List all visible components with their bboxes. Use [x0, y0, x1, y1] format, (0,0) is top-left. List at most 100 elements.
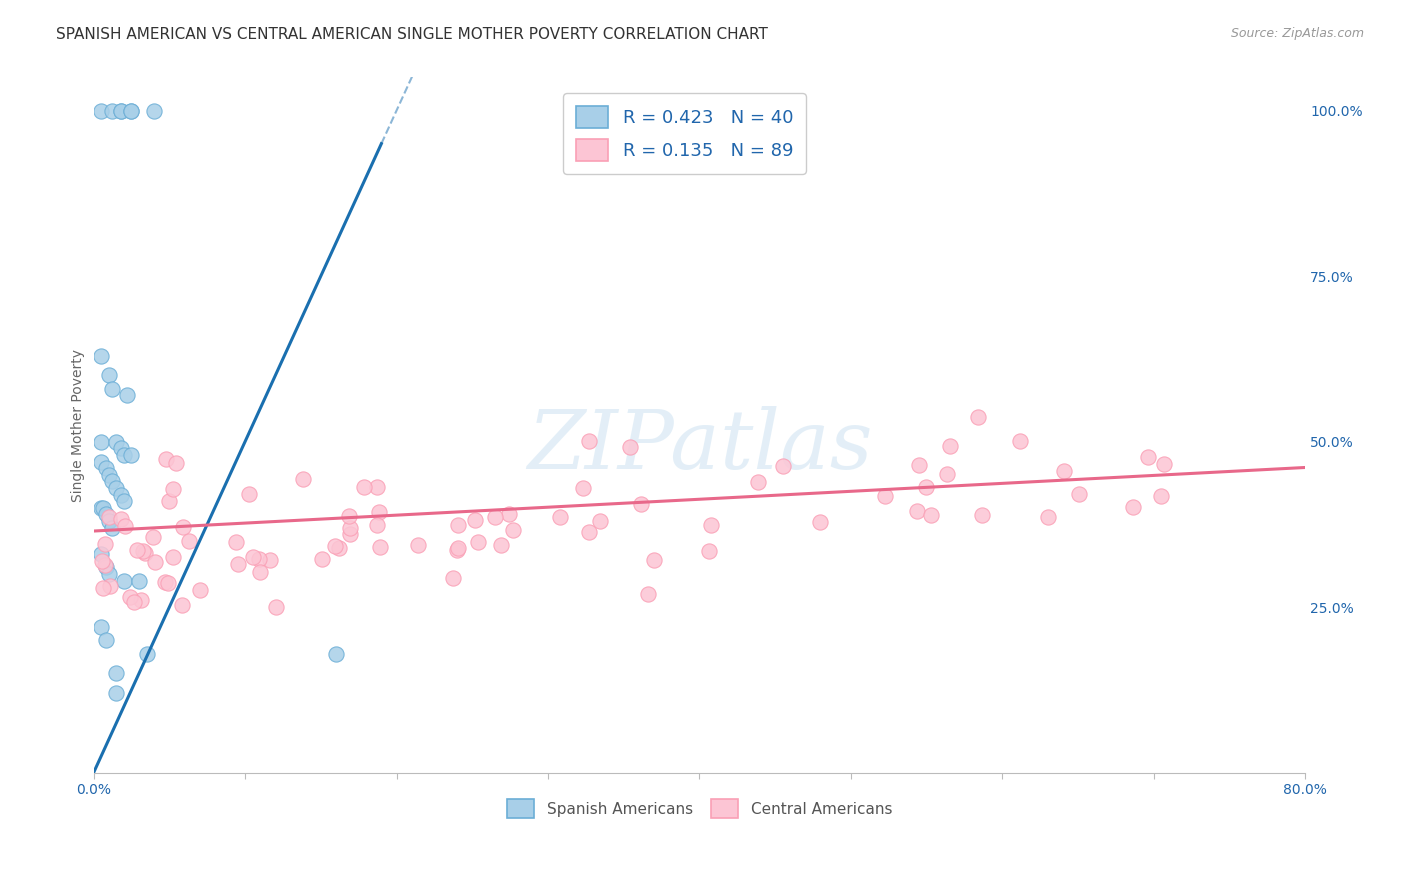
Point	[747, 475, 769, 490]
Point	[446, 542, 468, 557]
Point	[226, 557, 249, 571]
Point	[115, 388, 138, 402]
Point	[94, 558, 117, 572]
Point	[498, 507, 520, 521]
Point	[325, 647, 347, 661]
Point	[157, 575, 180, 590]
Point	[907, 458, 929, 472]
Point	[97, 509, 120, 524]
Point	[700, 517, 723, 532]
Point	[259, 553, 281, 567]
Point	[135, 647, 157, 661]
Point	[90, 620, 112, 634]
Point	[162, 550, 184, 565]
Point	[366, 480, 388, 494]
Point	[368, 505, 391, 519]
Point	[100, 103, 122, 118]
Point	[630, 497, 652, 511]
Point	[143, 103, 166, 118]
Point	[98, 579, 121, 593]
Point	[311, 551, 333, 566]
Point	[353, 480, 375, 494]
Point	[337, 509, 360, 524]
Point	[1122, 500, 1144, 515]
Point	[339, 521, 361, 535]
Point	[323, 539, 346, 553]
Point	[131, 544, 153, 558]
Y-axis label: Single Mother Poverty: Single Mother Poverty	[72, 349, 86, 501]
Point	[238, 487, 260, 501]
Point	[90, 349, 112, 363]
Point	[120, 103, 142, 118]
Point	[939, 439, 962, 453]
Point	[120, 103, 142, 118]
Point	[91, 581, 114, 595]
Point	[100, 521, 122, 535]
Point	[120, 591, 142, 605]
Text: SPANISH AMERICAN VS CENTRAL AMERICAN SINGLE MOTHER POVERTY CORRELATION CHART: SPANISH AMERICAN VS CENTRAL AMERICAN SIN…	[56, 27, 768, 42]
Point	[572, 481, 595, 495]
Point	[1150, 489, 1173, 503]
Point	[131, 593, 153, 607]
Point	[1053, 465, 1076, 479]
Point	[291, 472, 314, 486]
Point	[772, 458, 794, 473]
Text: ZIPatlas: ZIPatlas	[527, 406, 872, 486]
Point	[110, 511, 132, 525]
Point	[242, 550, 264, 565]
Point	[165, 456, 187, 470]
Point	[447, 541, 470, 555]
Point	[93, 537, 115, 551]
Point	[105, 666, 128, 681]
Point	[122, 595, 145, 609]
Point	[94, 633, 117, 648]
Point	[110, 488, 132, 502]
Point	[94, 560, 117, 574]
Point	[225, 534, 247, 549]
Point	[110, 442, 132, 456]
Point	[328, 541, 350, 555]
Point	[578, 525, 600, 540]
Legend: Spanish Americans, Central Americans: Spanish Americans, Central Americans	[501, 793, 898, 824]
Point	[875, 489, 897, 503]
Point	[120, 448, 142, 462]
Point	[808, 516, 831, 530]
Point	[97, 368, 120, 383]
Point	[94, 508, 117, 522]
Point	[90, 553, 112, 567]
Text: Source: ZipAtlas.com: Source: ZipAtlas.com	[1230, 27, 1364, 40]
Point	[112, 448, 135, 462]
Point	[134, 546, 156, 560]
Point	[589, 514, 612, 528]
Point	[112, 494, 135, 508]
Point	[110, 103, 132, 118]
Point	[157, 493, 180, 508]
Point	[112, 574, 135, 588]
Point	[188, 582, 211, 597]
Point	[97, 567, 120, 582]
Point	[91, 500, 114, 515]
Point	[142, 531, 165, 545]
Point	[1036, 509, 1059, 524]
Point	[914, 480, 936, 494]
Point	[90, 434, 112, 449]
Point	[578, 434, 600, 448]
Point	[502, 523, 524, 537]
Point	[153, 574, 176, 589]
Point	[464, 513, 486, 527]
Point	[105, 481, 128, 495]
Point	[90, 103, 112, 118]
Point	[90, 500, 112, 515]
Point	[408, 538, 430, 552]
Point	[97, 467, 120, 482]
Point	[90, 547, 112, 561]
Point	[172, 598, 194, 612]
Point	[1137, 450, 1160, 465]
Point	[966, 410, 988, 425]
Point	[97, 514, 120, 528]
Point	[972, 508, 994, 522]
Point	[125, 543, 148, 558]
Point	[100, 382, 122, 396]
Point	[935, 467, 957, 482]
Point	[94, 461, 117, 475]
